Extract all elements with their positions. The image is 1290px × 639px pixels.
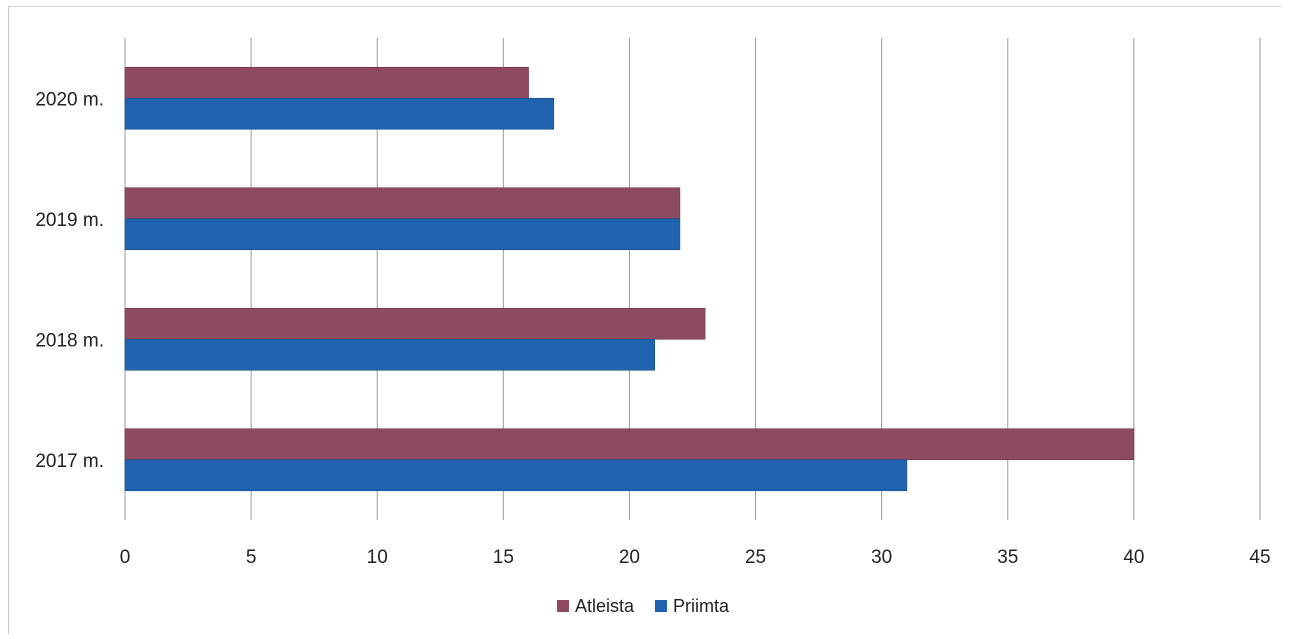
bar-atleista-1 bbox=[124, 187, 681, 220]
x-tick-label: 40 bbox=[1123, 547, 1144, 568]
category-label: 2018 m. bbox=[35, 330, 104, 351]
category-label: 2017 m. bbox=[35, 451, 104, 472]
chart-frame bbox=[8, 6, 1282, 634]
legend-label: Atleista bbox=[575, 596, 635, 616]
x-tick-label: 30 bbox=[871, 547, 892, 568]
x-tick-label: 0 bbox=[120, 547, 131, 568]
bar-atleista-0 bbox=[124, 66, 529, 99]
x-tick-label: 10 bbox=[367, 547, 388, 568]
bars bbox=[124, 66, 1135, 492]
x-tick-label: 25 bbox=[745, 547, 766, 568]
bar-priimta-2 bbox=[124, 338, 655, 371]
category-label: 2019 m. bbox=[35, 210, 104, 231]
legend-swatch-priimta bbox=[655, 600, 667, 612]
x-tick-label: 20 bbox=[619, 547, 640, 568]
bar-priimta-0 bbox=[124, 97, 555, 130]
legend: Atleista Priimta bbox=[557, 596, 730, 616]
bar-priimta-1 bbox=[124, 218, 681, 251]
legend-label: Priimta bbox=[673, 596, 730, 616]
bar-atleista-3 bbox=[124, 428, 1135, 461]
x-tick-label: 35 bbox=[997, 547, 1018, 568]
x-tick-label: 5 bbox=[246, 547, 257, 568]
bar-priimta-3 bbox=[124, 459, 908, 492]
x-tick-label: 45 bbox=[1249, 547, 1270, 568]
x-tick-label: 15 bbox=[493, 547, 514, 568]
x-tick-labels: 0 5 10 15 20 25 30 35 40 45 bbox=[120, 547, 1271, 568]
category-label: 2020 m. bbox=[35, 89, 104, 110]
category-labels: 2020 m. 2019 m. 2018 m. 2017 m. bbox=[35, 89, 104, 472]
bar-atleista-2 bbox=[124, 307, 706, 340]
legend-swatch-atleista bbox=[557, 600, 569, 612]
